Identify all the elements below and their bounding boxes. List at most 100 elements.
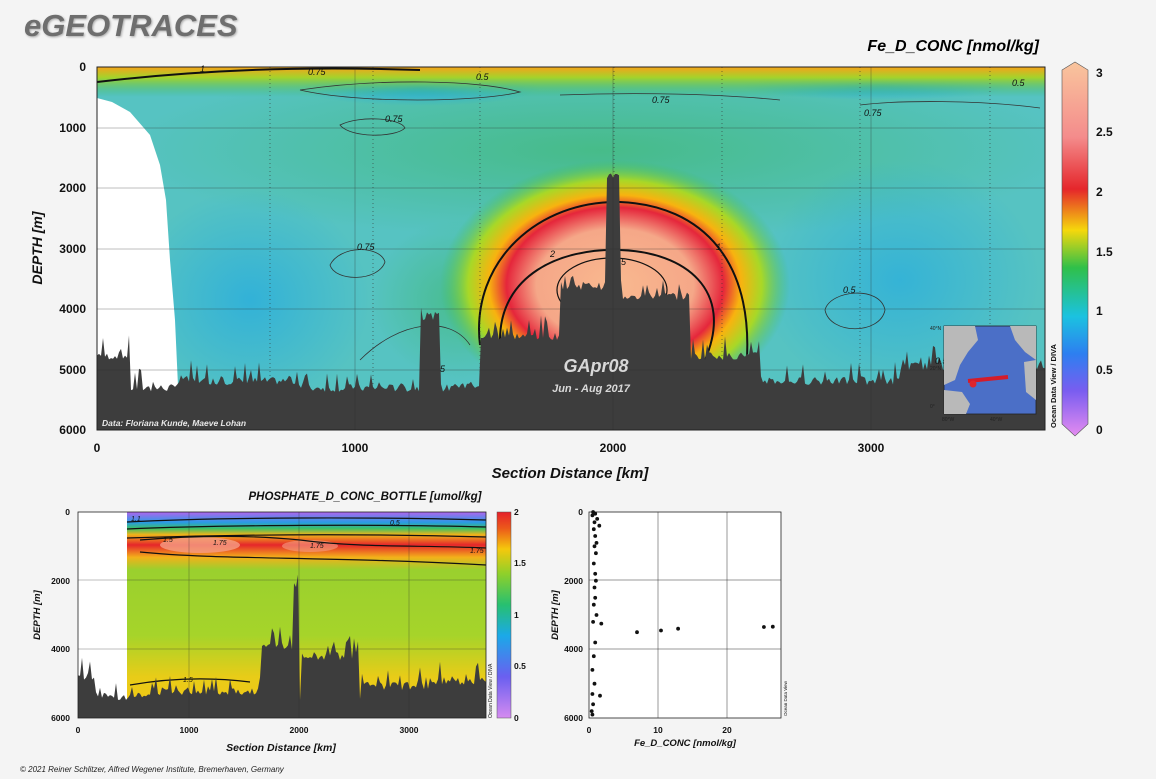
x-tick-label: 1000 [180, 725, 199, 735]
y-tick-label: 0 [578, 507, 583, 517]
contour-label: 1.75 [310, 543, 324, 550]
x-tick-label: 3000 [858, 441, 885, 455]
side-label: Ocean Data View / DIVA [1049, 343, 1058, 428]
colorbar-tick: 1 [514, 610, 519, 620]
data-point [659, 628, 663, 633]
brand-logo: eGEOTRACES [24, 8, 238, 43]
data-point [594, 541, 599, 545]
x-tick-label: 2000 [290, 725, 309, 735]
data-point [676, 626, 680, 631]
side-label: Ocean Data View / DIVA [488, 663, 494, 718]
colorbar-tick: 2 [514, 507, 519, 517]
fe-profile-plot [588, 510, 782, 719]
contour-label: 0.5 [843, 285, 857, 295]
contour-label: 0.5 [1012, 78, 1026, 88]
svg-text:0°: 0° [930, 404, 935, 410]
contour-label: 0.75 [652, 95, 671, 105]
colorbar-tick: 0 [514, 713, 519, 723]
data-point [593, 595, 598, 600]
contour-label: 1.5 [183, 677, 193, 684]
data-point [594, 613, 599, 617]
x-tick-label: 1000 [342, 441, 369, 455]
y-tick-label: 5000 [59, 363, 86, 377]
y-tick-label: 1000 [59, 121, 86, 135]
contour-label: 1.75 [213, 540, 227, 547]
data-point [591, 602, 596, 607]
x-axis-label: Section Distance [km] [492, 465, 650, 482]
contour-label: 0.75 [357, 242, 376, 252]
svg-text:40°W: 40°W [990, 417, 1003, 423]
data-point [591, 527, 596, 532]
x-tick-label: 2000 [600, 441, 627, 455]
data-point [762, 625, 766, 629]
data-point [594, 578, 598, 583]
data-point [595, 517, 600, 521]
contour-label: 5 [621, 257, 627, 267]
contour-label: 0.5 [390, 520, 400, 527]
data-point [599, 621, 604, 626]
data-point [592, 544, 597, 549]
data-point [597, 523, 602, 528]
colorbar-tick: 3 [1096, 66, 1103, 80]
y-axis-label: DEPTH [m] [29, 210, 45, 284]
contour-label: 1.5 [163, 537, 173, 544]
data-point [590, 513, 595, 518]
y-tick-label: 2000 [564, 576, 583, 586]
data-point [593, 511, 598, 516]
y-tick-label: 2000 [59, 181, 86, 195]
y-tick-label: 2000 [51, 576, 70, 586]
y-axis-label: DEPTH [m] [550, 589, 561, 639]
data-point [591, 702, 595, 707]
y-tick-label: 0 [79, 60, 86, 74]
y-tick-label: 6000 [59, 423, 86, 437]
contour-label: 5 [440, 364, 446, 374]
data-point [592, 681, 597, 686]
contour-label: 0.75 [385, 114, 404, 124]
data-point [770, 624, 775, 629]
main-chart-title: Fe_D_CONC [nmol/kg] [867, 38, 1039, 55]
contour-label: 0.75 [308, 67, 327, 77]
data-point [591, 561, 596, 566]
data-point [591, 654, 596, 659]
x-tick-label: 10 [653, 725, 663, 735]
y-tick-label: 6000 [51, 713, 70, 723]
colorbar-tick: 0 [1096, 423, 1103, 437]
contour-label: 0.5 [935, 356, 949, 366]
data-credit: Data: Floriana Kunde, Maeve Lohan [102, 418, 246, 428]
phosphate-title: PHOSPHATE_D_CONC_BOTTLE [umol/kg] [249, 491, 483, 503]
copyright-footer: © 2021 Reiner Schlitzer, Alfred Wegener … [20, 765, 284, 774]
colorbar-tick: 1.5 [1096, 245, 1113, 259]
data-point [593, 571, 598, 576]
data-point [591, 620, 595, 624]
colorbar-tick: 0.5 [1096, 363, 1113, 377]
contour-label: 0.5 [476, 72, 490, 82]
colorbar-tick: 2 [1096, 185, 1103, 199]
colorbar-tick: 1 [1096, 304, 1103, 318]
colorbar-tick: 1.5 [514, 558, 526, 568]
data-point [589, 709, 594, 713]
data-point [635, 630, 639, 635]
data-point [592, 585, 597, 590]
y-tick-label: 4000 [564, 644, 583, 654]
main-colorbar: 0 0.5 1 1.5 2 2.5 3 [1061, 61, 1113, 437]
colorbar-tick: 0.5 [514, 661, 526, 671]
data-point [594, 551, 598, 556]
y-tick-label: 3000 [59, 242, 86, 256]
colorbar-tick: 2.5 [1096, 125, 1113, 139]
contour-label: 2 [549, 249, 555, 259]
data-point [590, 712, 595, 717]
data-point [590, 692, 595, 696]
data-point [593, 640, 598, 645]
contour-label: 1 [200, 64, 205, 74]
cruise-period: Jun - Aug 2017 [552, 383, 631, 395]
data-point [598, 693, 602, 698]
data-point [590, 668, 595, 672]
x-tick-label: 3000 [400, 725, 419, 735]
x-axis-label: Section Distance [km] [226, 742, 336, 754]
x-axis-label: Fe_D_CONC [nmol/kg] [634, 738, 737, 749]
y-tick-label: 0 [65, 507, 70, 517]
side-label: Ocean Data View [783, 680, 788, 716]
svg-text:20°N: 20°N [930, 366, 942, 372]
contour-label: 1 [716, 242, 721, 252]
data-point [592, 520, 597, 525]
